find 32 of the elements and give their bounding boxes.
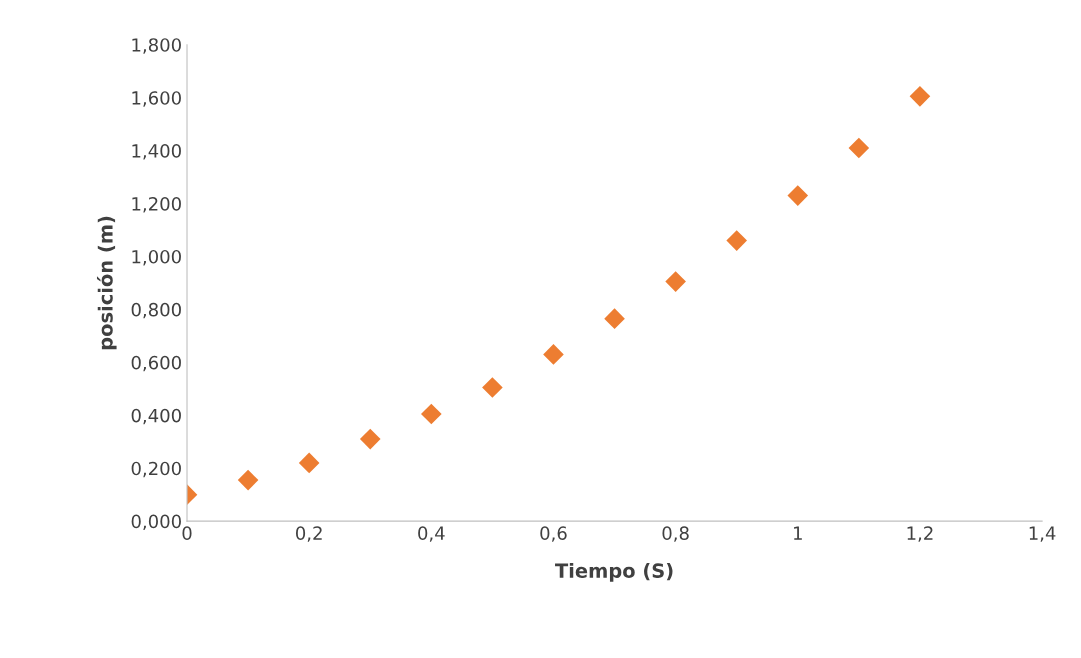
point	[237, 469, 259, 491]
x-tick-label: 1,2	[907, 526, 933, 542]
x-tick-label: 1,4	[1029, 526, 1056, 542]
point	[665, 271, 686, 292]
y-tick-label: 1,800	[132, 38, 181, 54]
point	[298, 452, 320, 474]
y-tick-label: 1,400	[132, 144, 181, 160]
point	[543, 344, 564, 365]
point	[848, 137, 870, 159]
y-tick-label: 0,400	[131, 408, 181, 425]
y-tick-label: 0,200	[131, 461, 181, 478]
y-tick-label: 1,600	[132, 91, 181, 107]
x-tick-label: 0,2	[296, 526, 322, 542]
x-tick-label: 0,6	[540, 526, 567, 542]
point	[421, 403, 442, 425]
x-tick-label: 0,8	[662, 526, 689, 542]
y-tick-label: 0,000	[131, 514, 181, 531]
x-tick-label: 0,4	[418, 526, 445, 542]
point	[726, 230, 747, 251]
point	[359, 428, 381, 450]
y-tick-label: 0,600	[131, 355, 181, 372]
y-tick-label: 1,200	[132, 197, 181, 213]
y-axis-title: posición (m)	[96, 216, 117, 350]
point	[482, 377, 503, 398]
x-axis-title: Tiempo (S)	[555, 562, 673, 582]
y-tick-label: 0,800	[131, 302, 181, 319]
point	[787, 185, 809, 206]
point	[604, 308, 625, 329]
point	[909, 86, 931, 107]
y-tick-label: 1,000	[132, 249, 181, 266]
x-tick-label: 0	[182, 526, 192, 540]
x-tick-label: 1	[794, 526, 802, 540]
